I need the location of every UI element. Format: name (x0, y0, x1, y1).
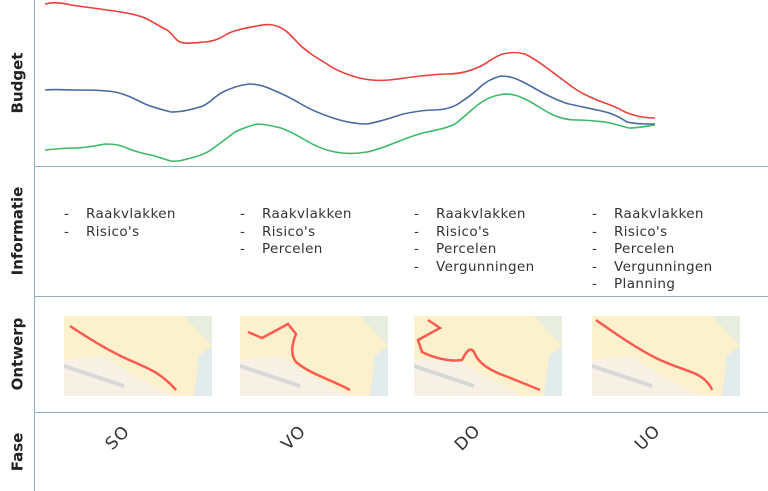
info-item: Raakvlakken (592, 206, 713, 224)
row-label-ontwerp: Ontwerp (8, 317, 26, 391)
divider-ontwerp-fase (34, 412, 768, 413)
info-item: Percelen (592, 241, 713, 259)
phase-label-do: DO (450, 420, 486, 456)
info-item: Planning (592, 276, 713, 294)
info-item: Raakvlakken (64, 206, 176, 224)
phase-label-so: SO (101, 421, 135, 455)
info-item: Raakvlakken (414, 206, 535, 224)
info-item: Vergunningen (592, 259, 713, 277)
design-map-vo (240, 316, 388, 396)
info-list-so: Raakvlakken Risico's (64, 206, 176, 241)
row-label-budget: Budget (8, 52, 26, 114)
info-item: Percelen (414, 241, 535, 259)
row-label-fase: Fase (8, 432, 26, 471)
design-map-so (64, 316, 212, 396)
budget-line-green (44, 93, 656, 163)
info-item: Vergunningen (414, 259, 535, 277)
budget-line-blue (44, 75, 656, 125)
budget-chart (44, 2, 656, 163)
info-list-vo: Raakvlakken Risico's Percelen (240, 206, 352, 259)
info-item: Raakvlakken (240, 206, 352, 224)
info-item: Risico's (592, 224, 713, 242)
info-list-do: Raakvlakken Risico's Percelen Vergunning… (414, 206, 535, 276)
phase-label-uo: UO (631, 421, 665, 455)
divider-informatie-ontwerp (34, 296, 768, 297)
info-list-uo: Raakvlakken Risico's Percelen Vergunning… (592, 206, 713, 294)
row-label-informatie: Informatie (8, 186, 27, 276)
budget-line-red (44, 2, 656, 119)
design-map-uo (592, 316, 740, 396)
info-item: Percelen (240, 241, 352, 259)
info-item: Risico's (414, 224, 535, 242)
info-item: Risico's (64, 224, 176, 242)
info-item: Risico's (240, 224, 352, 242)
phase-label-vo: VO (277, 421, 311, 455)
vertical-divider (34, 0, 35, 491)
divider-budget-informatie (34, 166, 768, 167)
design-map-do (414, 316, 562, 396)
